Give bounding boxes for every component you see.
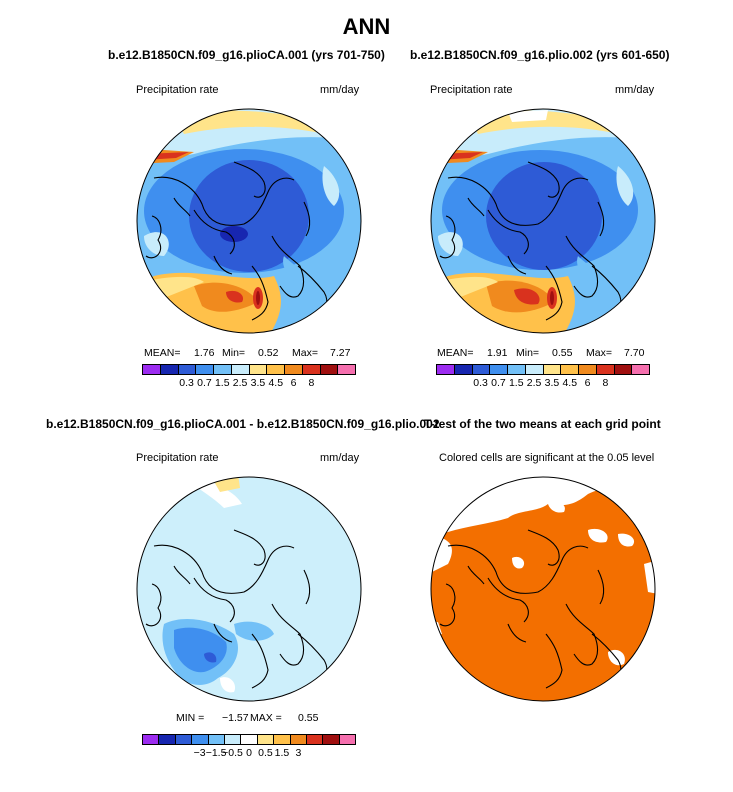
colorbar-tick-label: 8	[602, 377, 609, 389]
panel3-colorbar-ticks: −3 −1.5 −0.5 0 0.5 1.5 3	[142, 747, 356, 761]
colorbar-swatch-4	[208, 735, 225, 744]
colorbar-swatch-6	[249, 365, 268, 374]
colorbar-swatch-7	[257, 735, 275, 744]
panel1-polar-map	[136, 108, 362, 334]
panel1-variable-label: Precipitation rate	[136, 84, 219, 96]
panel1-max-label: Max=	[292, 347, 318, 359]
colorbar-swatch-10	[320, 365, 339, 374]
panel2-title: b.e12.B1850CN.f09_g16.plio.002 (yrs 601-…	[410, 48, 670, 62]
panel1-min-value: 0.52	[258, 347, 279, 359]
colorbar-tick-label: 0.7	[197, 377, 212, 389]
colorbar-swatch-0	[143, 735, 160, 744]
colorbar-tick-label: 8	[308, 377, 315, 389]
panel4-title: T-test of the two means at each grid poi…	[424, 417, 661, 431]
panel2-mean-value: 1.91	[487, 347, 508, 359]
colorbar-swatch-9	[290, 735, 307, 744]
panel2-colorbar	[436, 364, 650, 375]
colorbar-swatch-9	[596, 365, 615, 374]
colorbar-swatch-3	[490, 365, 508, 374]
panel1-colorbar-ticks: 0.3 0.7 1.5 2.5 3.5 4.5 6 8	[142, 377, 356, 391]
panel1-min-label: Min=	[222, 347, 246, 359]
colorbar-swatch-9	[302, 365, 321, 374]
colorbar-tick-label: 3.5	[250, 377, 266, 389]
colorbar-swatch-7	[267, 365, 285, 374]
colorbar-swatch-5	[224, 735, 242, 744]
panel3-title: b.e12.B1850CN.f09_g16.plioCA.001 - b.e12…	[46, 417, 440, 431]
colorbar-swatch-4	[508, 365, 526, 374]
colorbar-swatch-3	[196, 365, 214, 374]
panel3-units-label: mm/day	[320, 452, 360, 464]
colorbar-tick-label: 3	[295, 747, 302, 759]
colorbar-tick-label: 1.5	[274, 747, 290, 759]
colorbar-swatch-8	[274, 735, 291, 744]
panel2-mean-label: MEAN=	[437, 347, 474, 359]
colorbar-tick-label: 0.3	[179, 377, 194, 389]
colorbar-swatch-4	[214, 365, 232, 374]
colorbar-tick-label: 4.5	[268, 377, 284, 389]
colorbar-swatch-11	[323, 735, 340, 744]
colorbar-tick-label: −1.5	[205, 747, 227, 759]
colorbar-swatch-6	[543, 365, 562, 374]
colorbar-swatch-0	[143, 365, 161, 374]
colorbar-swatch-10	[306, 735, 324, 744]
panel3-variable-label: Precipitation rate	[136, 452, 219, 464]
colorbar-swatch-5	[525, 365, 544, 374]
colorbar-tick-label: 3.5	[544, 377, 560, 389]
panel2-min-value: 0.55	[552, 347, 573, 359]
colorbar-swatch-7	[561, 365, 579, 374]
panel4-polar-map	[430, 476, 656, 702]
colorbar-swatch-0	[437, 365, 455, 374]
panel3-colorbar	[142, 734, 356, 745]
colorbar-tick-label: 1.5	[214, 377, 230, 389]
colorbar-swatch-2	[472, 365, 491, 374]
colorbar-swatch-8	[285, 365, 303, 374]
colorbar-swatch-5	[231, 365, 250, 374]
panel3-min-value: −1.57	[222, 712, 249, 724]
colorbar-swatch-1	[454, 365, 473, 374]
colorbar-swatch-2	[175, 735, 193, 744]
panel2-variable-label: Precipitation rate	[430, 84, 513, 96]
colorbar-tick-label: 4.5	[562, 377, 578, 389]
panel2-min-label: Min=	[516, 347, 540, 359]
colorbar-tick-label: 2.5	[526, 377, 542, 389]
panel2-max-value: 7.70	[624, 347, 645, 359]
panel1-colorbar	[142, 364, 356, 375]
panel3-min-label: MIN =	[176, 712, 205, 724]
colorbar-swatch-10	[614, 365, 633, 374]
colorbar-tick-label: −0.5	[222, 747, 243, 759]
colorbar-tick-label: 2.5	[232, 377, 248, 389]
colorbar-tick-label: 6	[290, 377, 297, 389]
colorbar-swatch-12	[339, 735, 356, 744]
colorbar-tick-label: 6	[584, 377, 591, 389]
colorbar-tick-label: 1.5	[508, 377, 524, 389]
panel1-units-label: mm/day	[320, 84, 360, 96]
colorbar-tick-label: 0.3	[473, 377, 488, 389]
panel1-title: b.e12.B1850CN.f09_g16.plioCA.001 (yrs 70…	[108, 48, 385, 62]
colorbar-swatch-8	[579, 365, 597, 374]
panel1-mean-label: MEAN=	[144, 347, 181, 359]
panel3-polar-map	[136, 476, 362, 702]
panel1-mean-value: 1.76	[194, 347, 215, 359]
panel3-max-label: MAX =	[250, 712, 282, 724]
panel2-max-label: Max=	[586, 347, 612, 359]
colorbar-tick-label: 0.5	[258, 747, 273, 759]
panel1-max-value: 7.27	[330, 347, 351, 359]
colorbar-swatch-2	[178, 365, 197, 374]
colorbar-swatch-1	[160, 365, 179, 374]
colorbar-swatch-6	[241, 735, 258, 744]
colorbar-tick-label: 0.7	[491, 377, 506, 389]
figure-title: ANN	[342, 14, 391, 39]
colorbar-tick-label: −3	[193, 747, 206, 759]
panel4-note: Colored cells are significant at the 0.0…	[439, 452, 655, 464]
panel2-polar-map	[430, 108, 656, 334]
colorbar-swatch-11	[338, 365, 355, 374]
colorbar-swatch-3	[192, 735, 209, 744]
panel2-colorbar-ticks: 0.3 0.7 1.5 2.5 3.5 4.5 6 8	[436, 377, 650, 391]
colorbar-swatch-11	[632, 365, 649, 374]
panel2-units-label: mm/day	[615, 84, 655, 96]
colorbar-tick-label: 0	[246, 747, 252, 759]
panel3-max-value: 0.55	[298, 712, 319, 724]
colorbar-swatch-1	[159, 735, 176, 744]
